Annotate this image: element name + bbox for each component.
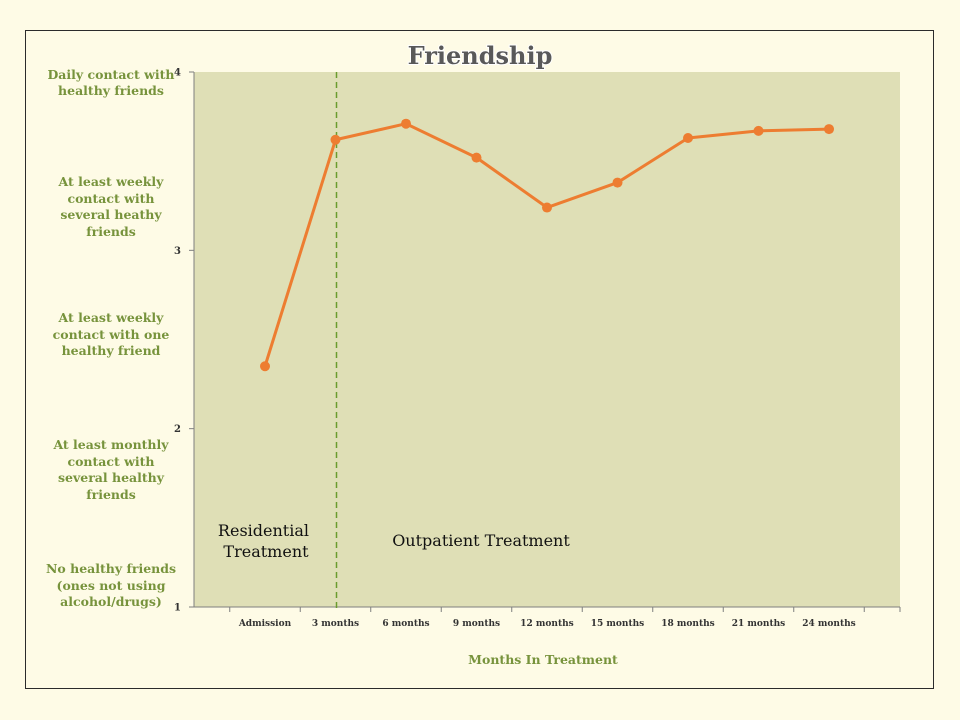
x-axis-title: Months In Treatment <box>468 652 618 667</box>
y-tick-label: 4 <box>174 68 181 79</box>
x-tick-label: Admission <box>238 619 292 629</box>
y-category-label: At least monthly contact with several he… <box>53 437 169 502</box>
data-point <box>471 152 482 163</box>
y-tick-labels: 1 2 3 4 <box>174 68 194 614</box>
chart-frame <box>25 30 934 689</box>
y-tick-label: 2 <box>174 424 181 435</box>
x-tick-label: 15 months <box>591 619 645 629</box>
data-point <box>824 124 834 135</box>
residential-annotation: Residential Treatment <box>218 521 314 561</box>
y-tick-label: 3 <box>174 246 181 257</box>
x-tick-label: 9 months <box>453 619 500 629</box>
data-point <box>330 134 341 145</box>
data-point <box>260 361 270 372</box>
y-category-label: Daily contact with healthy friends <box>47 66 175 99</box>
x-tick-label: 12 months <box>520 619 574 629</box>
y-category-label: No healthy friends (ones not using alcoh… <box>46 561 177 609</box>
data-point <box>542 202 552 213</box>
x-tick-label: 21 months <box>732 619 786 629</box>
outpatient-annotation: Outpatient Treatment <box>392 531 570 550</box>
x-tick-label: 6 months <box>382 619 429 629</box>
x-tick-labels: Admission 3 months 6 months 9 months 12 mont… <box>229 607 901 629</box>
chart-title: Friendship <box>408 41 553 70</box>
y-tick-label: 1 <box>174 603 181 614</box>
x-tick-label: 24 months <box>802 619 856 629</box>
series-layer <box>260 118 834 372</box>
x-tick-label: 3 months <box>312 619 359 629</box>
data-point <box>612 177 623 188</box>
plot-area <box>194 72 900 607</box>
data-point <box>401 118 411 129</box>
data-point <box>753 125 764 136</box>
x-tick-label: 18 months <box>661 619 715 629</box>
y-category-label: At least weekly contact with one healthy… <box>52 310 170 358</box>
y-category-label: At least weekly contact with several hea… <box>58 174 164 239</box>
data-point <box>683 132 693 143</box>
